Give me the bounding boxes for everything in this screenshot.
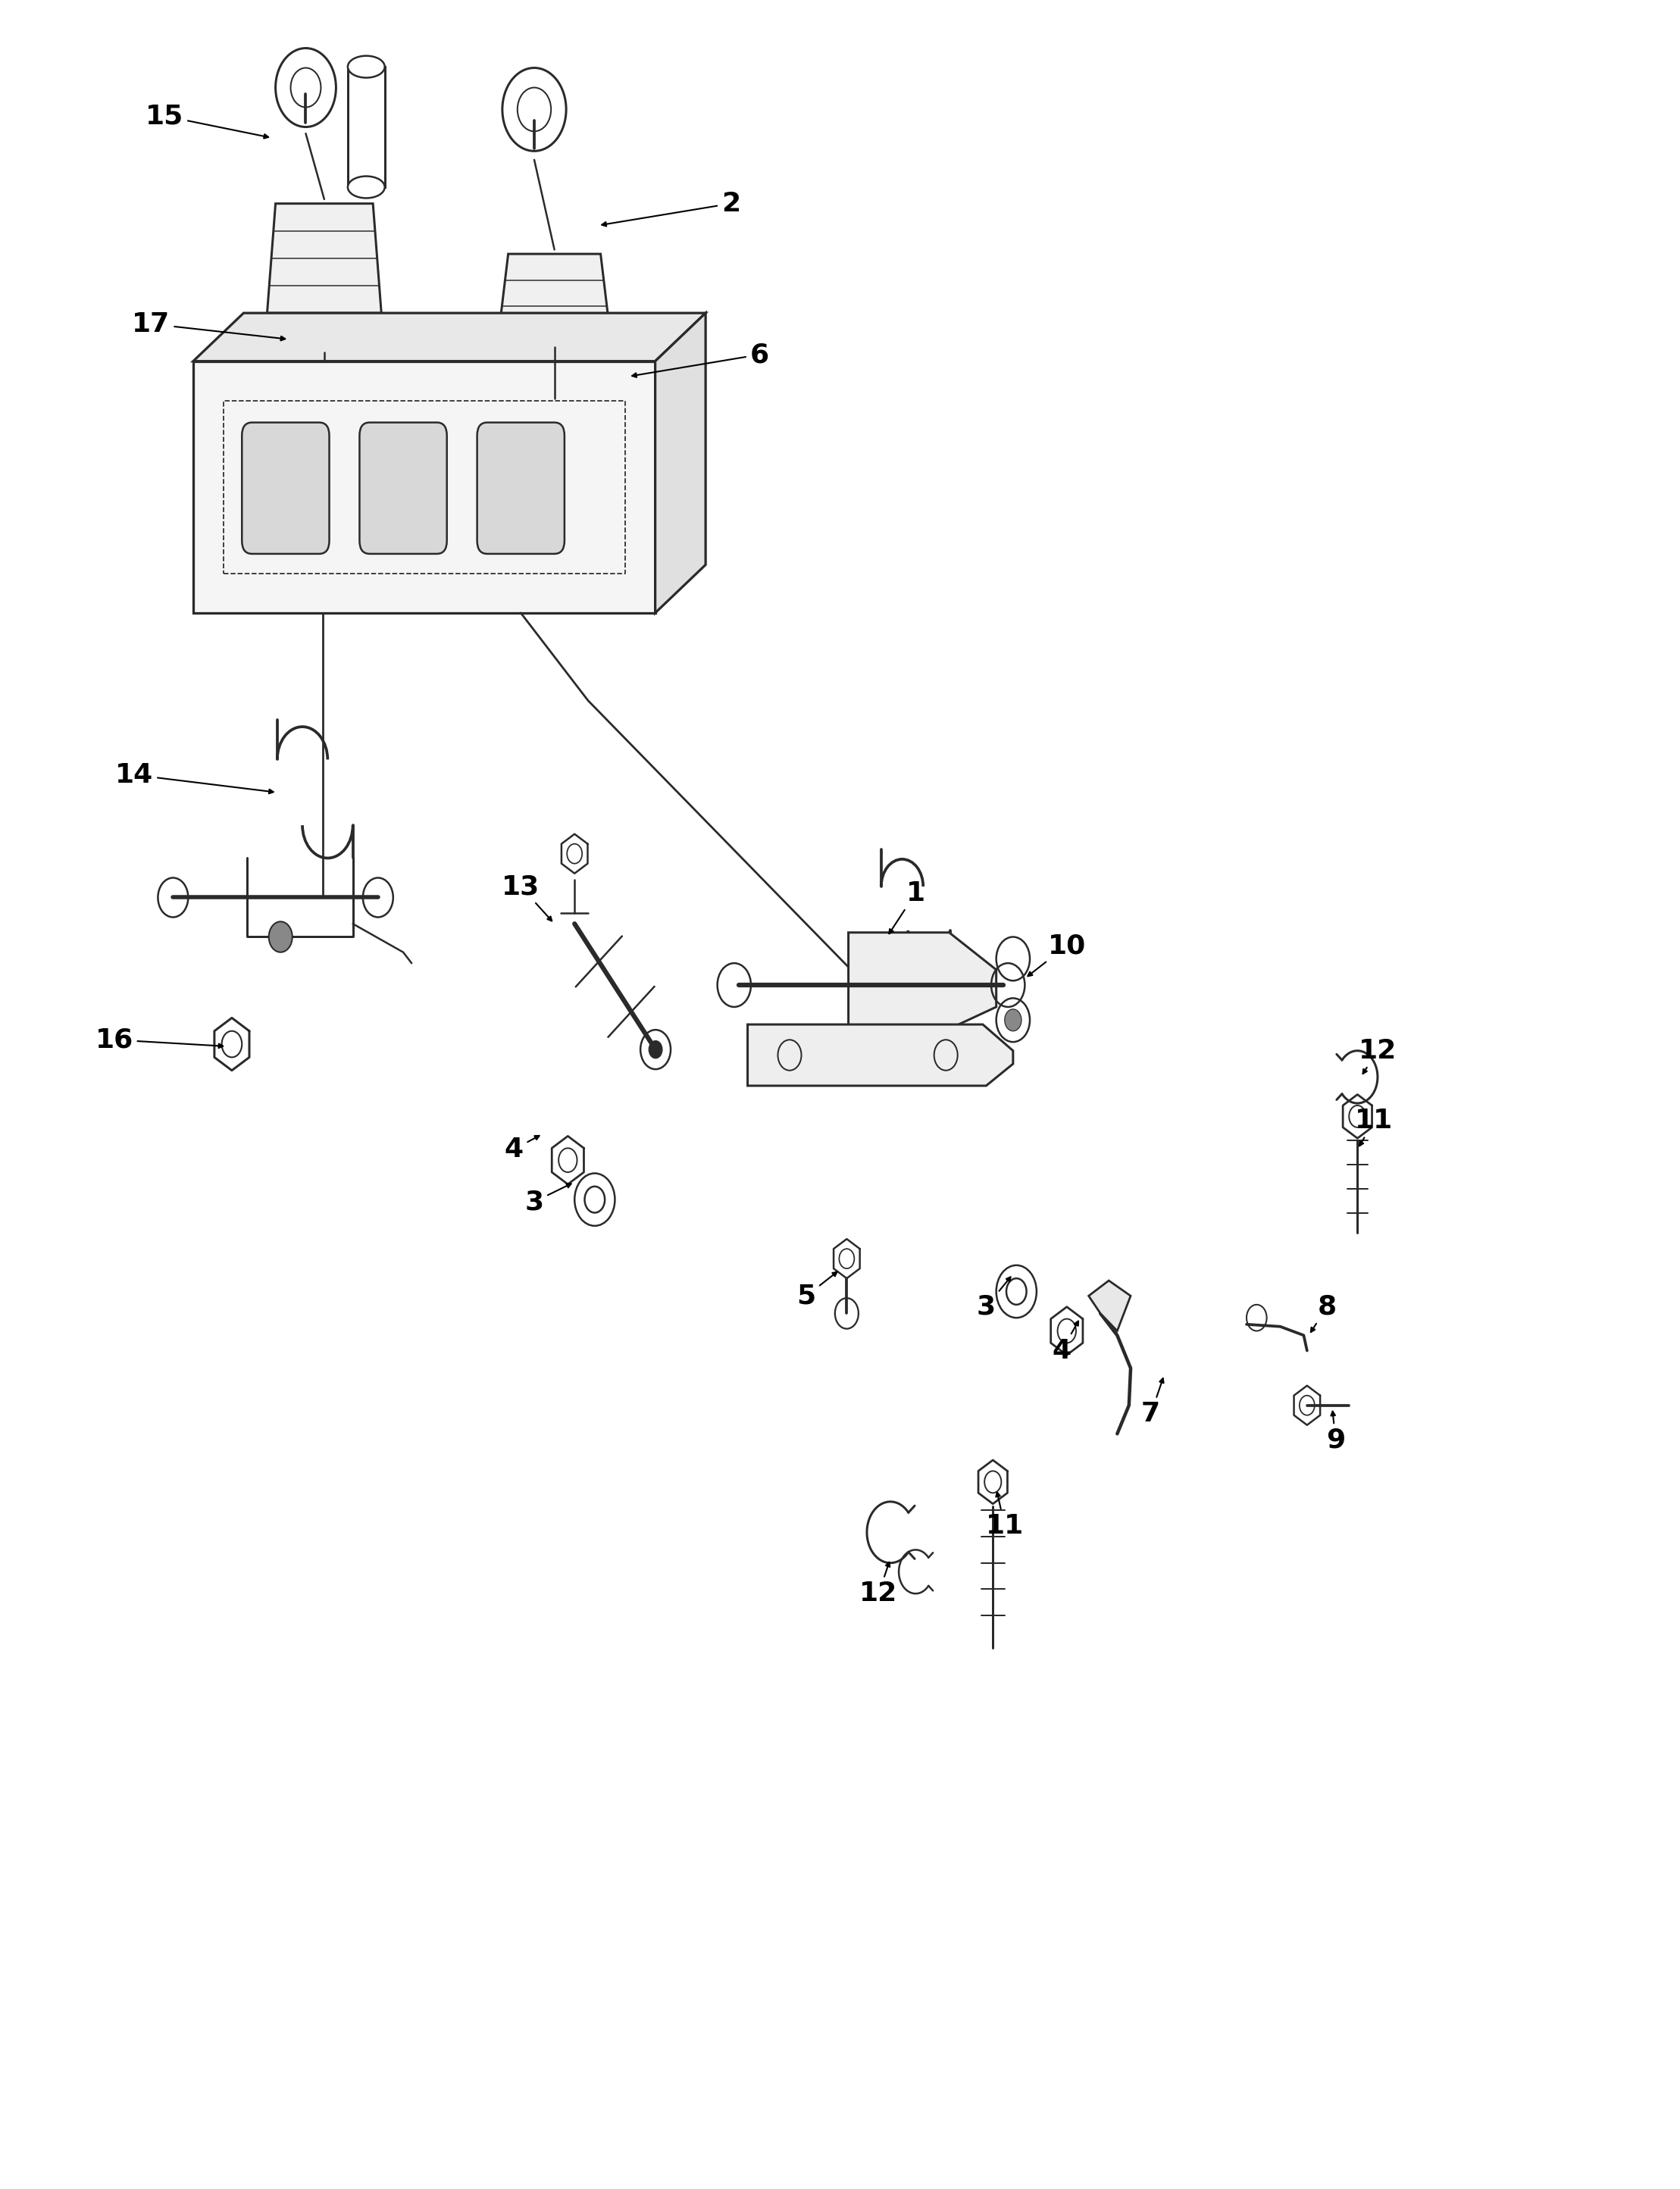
Text: 3: 3: [976, 1276, 1011, 1320]
Text: 15: 15: [146, 103, 269, 138]
Polygon shape: [848, 933, 996, 1029]
Text: 7: 7: [1141, 1379, 1164, 1427]
Text: 1: 1: [889, 880, 926, 935]
Text: 16: 16: [96, 1027, 223, 1053]
FancyBboxPatch shape: [242, 422, 329, 554]
Text: 4: 4: [504, 1136, 539, 1162]
Text: 12: 12: [860, 1563, 897, 1607]
Text: 17: 17: [133, 311, 286, 341]
Polygon shape: [748, 1024, 1013, 1086]
Text: 2: 2: [601, 190, 741, 225]
Circle shape: [1005, 1009, 1021, 1031]
Ellipse shape: [348, 55, 385, 77]
Text: 12: 12: [1359, 1038, 1396, 1075]
Text: 9: 9: [1326, 1412, 1346, 1453]
Circle shape: [269, 922, 292, 952]
FancyBboxPatch shape: [477, 422, 564, 554]
Text: 8: 8: [1310, 1294, 1337, 1333]
Polygon shape: [193, 313, 706, 361]
Text: 11: 11: [986, 1493, 1023, 1539]
Text: 11: 11: [1356, 1108, 1393, 1145]
Text: 10: 10: [1028, 933, 1085, 976]
Text: 5: 5: [796, 1272, 837, 1309]
Text: 4: 4: [1052, 1322, 1079, 1364]
Text: 3: 3: [524, 1184, 571, 1215]
Polygon shape: [193, 361, 655, 613]
Circle shape: [648, 1040, 662, 1057]
Polygon shape: [348, 66, 385, 188]
Polygon shape: [655, 313, 706, 613]
Polygon shape: [496, 254, 613, 359]
Text: 13: 13: [502, 873, 551, 922]
Polygon shape: [1089, 1281, 1131, 1331]
Ellipse shape: [348, 175, 385, 199]
Text: 14: 14: [116, 762, 274, 795]
Polygon shape: [267, 204, 381, 313]
FancyBboxPatch shape: [360, 422, 447, 554]
Text: 6: 6: [632, 341, 769, 377]
